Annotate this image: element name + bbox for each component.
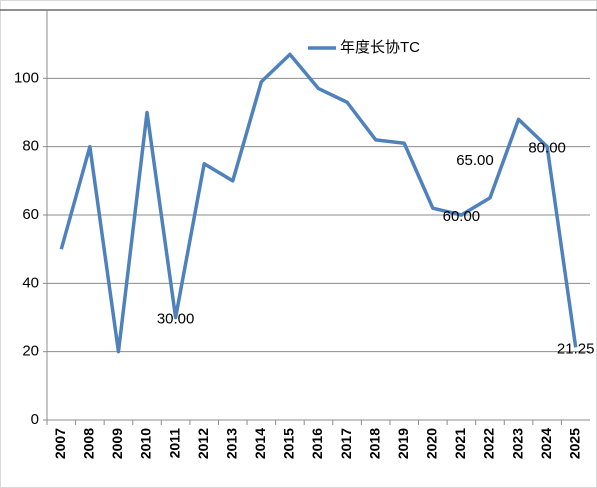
y-tick-label: 0 [31,411,39,428]
data-label: 60.00 [443,208,481,225]
y-tick-label: 80 [22,138,39,155]
x-tick-label: 2021 [452,428,468,459]
data-label: 80.00 [528,140,566,157]
x-tick-label: 2018 [366,428,382,459]
data-label: 30.00 [157,310,195,327]
x-tick-label: 2014 [252,428,268,459]
x-tick-label: 2019 [395,428,411,459]
y-tick-label: 20 [22,343,39,360]
y-tick-label: 60 [22,206,39,223]
y-tick-label: 40 [22,274,39,291]
x-tick-label: 2015 [281,428,297,459]
x-tick-label: 2017 [338,428,354,459]
x-tick-label: 2011 [166,428,182,459]
data-label: 21.25 [557,340,595,357]
x-tick-label: 2024 [538,428,554,459]
x-tick-label: 2012 [195,428,211,459]
x-tick-label: 2025 [566,428,582,459]
x-tick-label: 2023 [509,428,525,459]
legend-label: 年度长协TC [340,39,420,56]
data-line [59,52,578,354]
x-tick-label: 2013 [223,428,239,459]
x-tick-label: 2007 [52,428,68,459]
x-tick-label: 2022 [481,428,497,459]
x-tick-label: 2016 [309,428,325,459]
x-tick-label: 2009 [109,428,125,459]
data-label: 65.00 [456,152,494,169]
x-tick-label: 2008 [81,428,97,459]
x-tick-label: 2020 [424,428,440,459]
x-tick-label: 2010 [138,428,154,459]
y-tick-label: 100 [14,69,39,86]
